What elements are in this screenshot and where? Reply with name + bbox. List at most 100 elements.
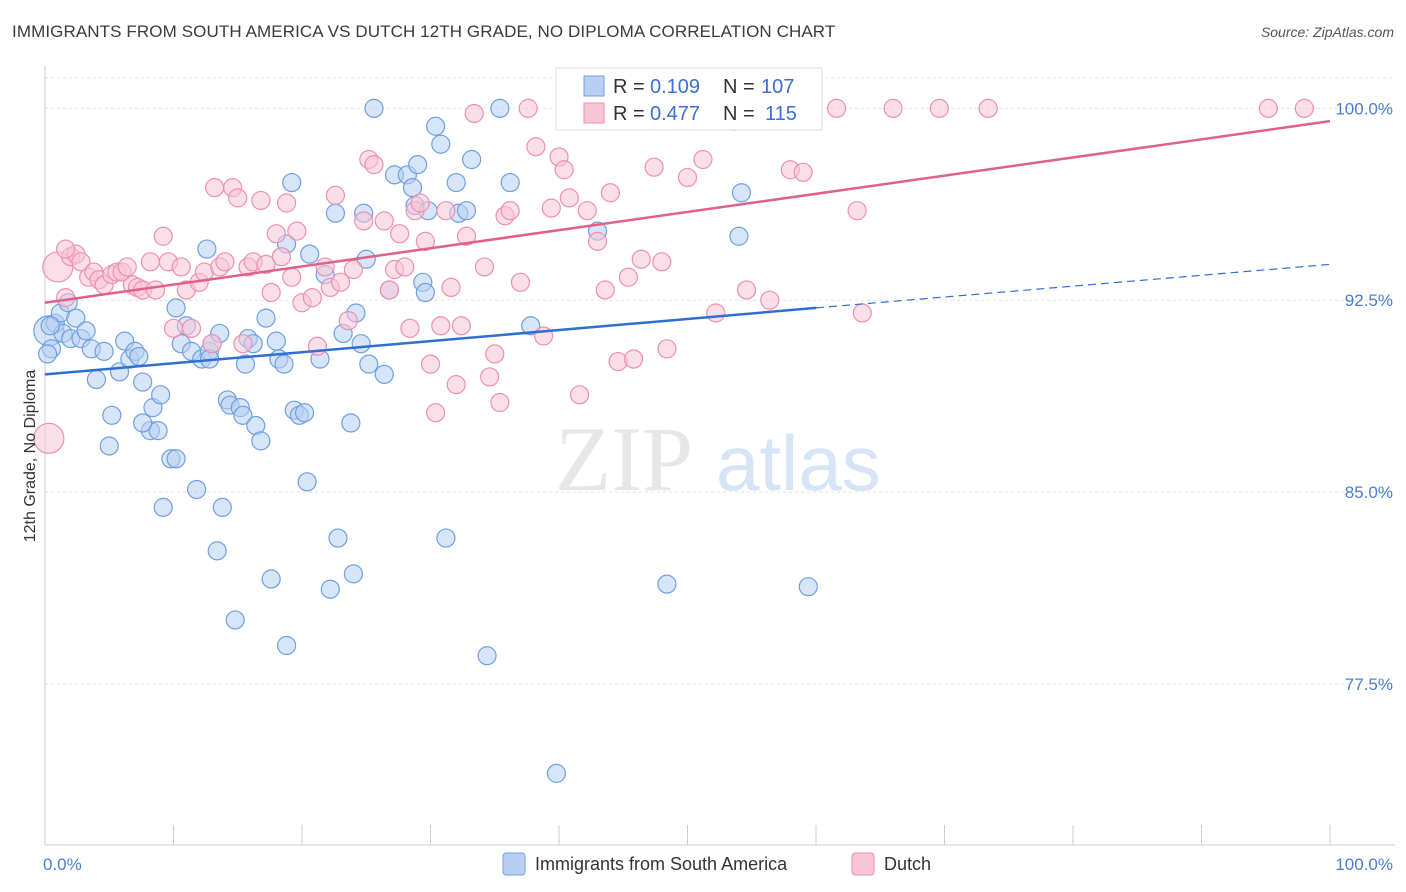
dutch-point-24 bbox=[181, 318, 202, 338]
dutch-point-42 bbox=[282, 267, 302, 287]
dutch-point-87 bbox=[559, 188, 579, 208]
dutch-point-66 bbox=[426, 403, 446, 423]
dutch-point-99 bbox=[652, 252, 672, 272]
series-legend: Immigrants from South America Dutch bbox=[502, 852, 931, 876]
dutch-point-57 bbox=[379, 280, 399, 300]
dutch-point-28 bbox=[205, 178, 225, 198]
dutch-point-77 bbox=[490, 392, 510, 413]
dutch-point-61 bbox=[400, 318, 420, 338]
dutch-point-56 bbox=[374, 211, 394, 231]
dutch-point-63 bbox=[410, 193, 430, 213]
dutch-point-69 bbox=[441, 277, 461, 298]
immigrants-point-93 bbox=[490, 98, 510, 118]
stats-swatch-dutch bbox=[583, 102, 605, 124]
dutch-point-33 bbox=[233, 334, 253, 354]
dutch-point-53 bbox=[354, 211, 374, 231]
dutch-point-55 bbox=[364, 155, 384, 175]
immigrants-point-43 bbox=[233, 405, 253, 425]
dutch-point-84 bbox=[541, 198, 561, 218]
dutch-point-93 bbox=[600, 183, 621, 203]
dutch-point-19 bbox=[153, 226, 173, 246]
dutch-point-74 bbox=[474, 257, 495, 277]
y-tick-label-1: 85.0% bbox=[1345, 483, 1393, 502]
immigrants-point-7 bbox=[66, 308, 86, 328]
dutch-point-82 bbox=[526, 137, 546, 157]
dutch-point-118 bbox=[760, 290, 780, 310]
dutch-point-103 bbox=[706, 303, 726, 323]
immigrants-point-38 bbox=[212, 497, 232, 517]
immigrants-point-98 bbox=[657, 574, 677, 594]
trend-lines bbox=[44, 119, 1331, 376]
stats-n-label-1: N = bbox=[723, 103, 755, 125]
dutch-point-76 bbox=[485, 344, 505, 364]
immigrants-point-105 bbox=[133, 413, 153, 433]
immigrants-point-86 bbox=[431, 134, 451, 154]
watermark: ZIP atlas bbox=[555, 408, 881, 510]
gridlines bbox=[45, 77, 1395, 685]
immigrants-point-48 bbox=[251, 431, 271, 451]
stats-n-value-0: 107 bbox=[761, 76, 794, 98]
immigrants-point-14 bbox=[99, 436, 119, 456]
immigrants-point-19 bbox=[129, 346, 149, 367]
immigrants-point-11 bbox=[86, 369, 107, 390]
immigrants-point-9 bbox=[76, 321, 96, 341]
dutch-point-47 bbox=[315, 257, 335, 277]
dutch-point-39 bbox=[266, 224, 286, 244]
immigrants-point-36 bbox=[207, 541, 227, 561]
immigrants-point-12 bbox=[94, 341, 114, 361]
dutch-point-22 bbox=[171, 257, 191, 277]
immigrants-point-90 bbox=[456, 201, 477, 221]
immigrants-point-92 bbox=[477, 646, 497, 666]
immigrants-point-27 bbox=[166, 298, 186, 318]
dutch-point-60 bbox=[395, 257, 415, 277]
dutch-point-105 bbox=[737, 280, 757, 300]
immigrants-point-63 bbox=[320, 579, 340, 599]
trend-line-immigrants bbox=[44, 306, 817, 376]
dutch-point-70 bbox=[446, 375, 466, 395]
immigrants-point-25 bbox=[153, 497, 173, 517]
immigrants-point-101 bbox=[798, 577, 818, 597]
dutch-point-75 bbox=[480, 367, 500, 387]
immigrants-point-44 bbox=[235, 354, 256, 374]
dutch-point-30 bbox=[215, 252, 235, 272]
dutch-point-113 bbox=[929, 98, 949, 118]
y-axis-title: 12th Grade, No Diploma bbox=[22, 370, 39, 543]
immigrants-point-20 bbox=[133, 372, 153, 392]
dutch-point-115 bbox=[1258, 98, 1278, 118]
dutch-point-81 bbox=[518, 98, 538, 118]
immigrants-point-102 bbox=[276, 635, 297, 656]
series-dutch-points bbox=[33, 98, 1314, 454]
chart-title: IMMIGRANTS FROM SOUTH AMERICA VS DUTCH 1… bbox=[12, 22, 836, 41]
legend-label-dutch: Dutch bbox=[884, 854, 931, 874]
immigrants-point-68 bbox=[343, 564, 363, 584]
dutch-point-59 bbox=[390, 224, 410, 244]
dutch-point-109 bbox=[826, 98, 847, 118]
dutch-point-68 bbox=[436, 201, 456, 221]
dutch-point-67 bbox=[431, 316, 451, 336]
immigrants-point-64 bbox=[325, 203, 346, 223]
dutch-point-45 bbox=[302, 288, 322, 308]
immigrants-point-55 bbox=[282, 172, 302, 193]
legend-swatch-immigrants bbox=[502, 852, 526, 876]
stats-legend: R = 0.109 N = 107 R = 0.477 N = 115 bbox=[555, 67, 823, 131]
trend-line-dutch bbox=[44, 119, 1331, 304]
dutch-point-72 bbox=[456, 226, 477, 246]
y-tick-label-3: 100.0% bbox=[1335, 99, 1393, 118]
immigrants-point-73 bbox=[359, 354, 379, 374]
immigrants-point-107 bbox=[40, 316, 60, 336]
dutch-point-65 bbox=[420, 354, 441, 374]
immigrants-point-31 bbox=[187, 479, 207, 500]
dutch-point-110 bbox=[847, 201, 867, 221]
immigrants-point-50 bbox=[261, 569, 281, 589]
dutch-point-51 bbox=[338, 311, 358, 331]
immigrants-point-106 bbox=[37, 344, 58, 364]
dutch-point-73 bbox=[464, 103, 484, 124]
dutch-point-111 bbox=[852, 303, 872, 323]
chart-source: Source: ZipAtlas.com bbox=[1260, 24, 1394, 40]
dutch-point-101 bbox=[677, 167, 698, 188]
dutch-point-36 bbox=[251, 190, 271, 211]
stats-n-label-0: N = bbox=[723, 76, 755, 98]
stats-r-label-1: R = bbox=[613, 103, 645, 125]
immigrants-point-60 bbox=[300, 244, 320, 264]
dutch-point-91 bbox=[587, 231, 608, 251]
